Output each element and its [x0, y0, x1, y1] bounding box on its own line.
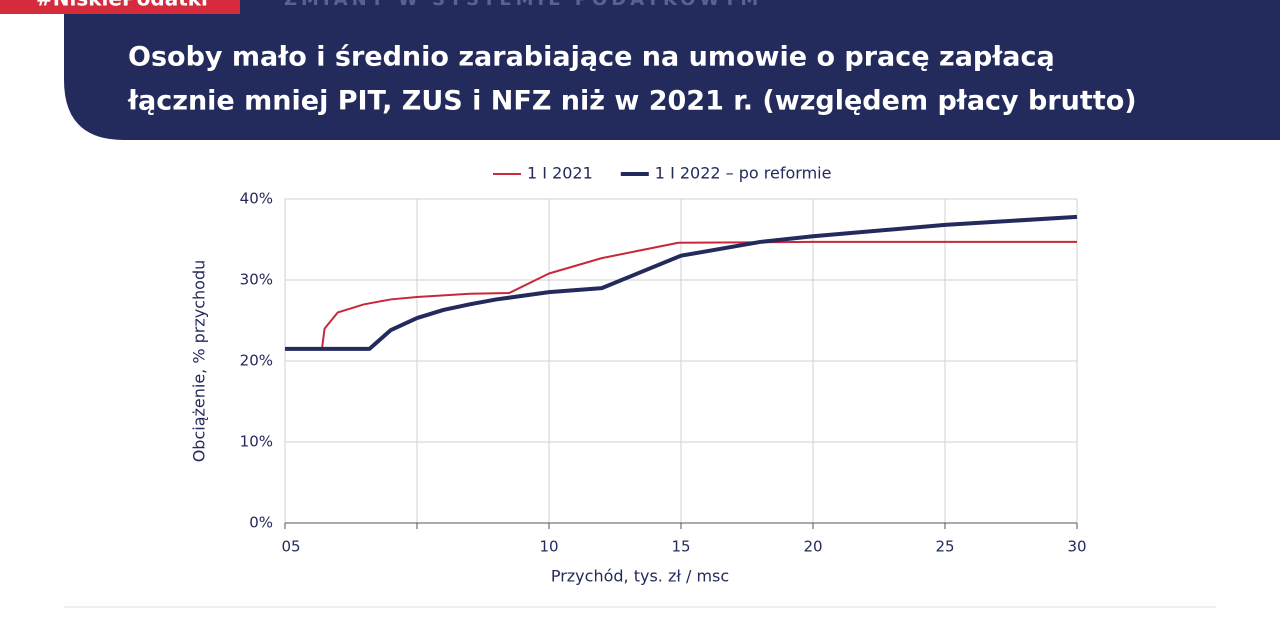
x-tick-label: 30 — [1067, 538, 1086, 556]
tag-box — [0, 0, 240, 14]
y-tick-label: 20% — [240, 352, 273, 370]
x-axis-label: Przychód, tys. zł / msc — [551, 567, 729, 586]
tag: #NiskiePodatki — [36, 0, 208, 11]
y-tick-label: 40% — [240, 190, 273, 208]
x-tick-label: 15 — [671, 538, 690, 556]
y-tick-label: 10% — [240, 433, 273, 451]
legend-label: 1 I 2022 – po reformie — [655, 164, 832, 183]
header-band — [64, 0, 1280, 140]
y-tick-label: 30% — [240, 271, 273, 289]
x-tick-label: 05 — [281, 538, 300, 556]
line-series — [285, 214, 1078, 351]
y-tick-label: 0% — [249, 514, 273, 532]
title-line: Osoby mało i średnio zarabiające na umow… — [128, 42, 1055, 73]
line-series — [285, 240, 1077, 350]
x-tick-label: 20 — [803, 538, 822, 556]
y-axis-label: Obciążenie, % przychodu — [190, 260, 209, 463]
x-tick-label: 25 — [935, 538, 954, 556]
x-tick-label: 10 — [539, 538, 558, 556]
legend-label: 1 I 2021 — [527, 164, 593, 183]
kicker: ZMIANY W SYSTEMIE PODATKOWYM — [284, 0, 762, 10]
title-line: łącznie mniej PIT, ZUS i NFZ niż w 2021 … — [127, 86, 1137, 117]
